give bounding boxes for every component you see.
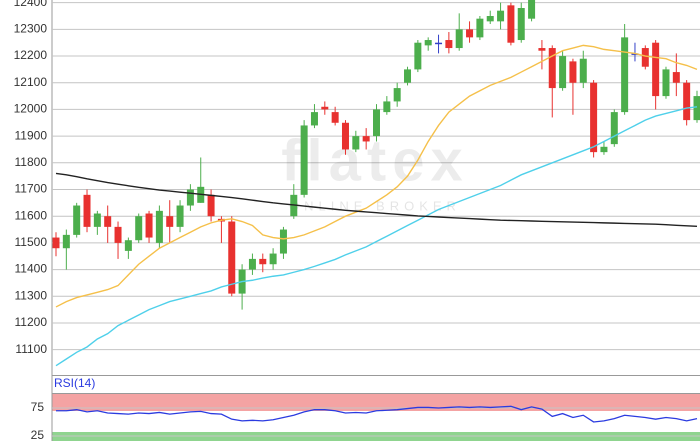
- candle-body: [207, 194, 215, 217]
- candle-body: [248, 258, 256, 270]
- moving-average: [55, 44, 698, 308]
- candle-body: [445, 40, 453, 49]
- candle-body: [352, 136, 360, 150]
- candle-body: [124, 240, 132, 251]
- y-tick-label: 11600: [15, 208, 48, 222]
- candle-body: [652, 42, 660, 97]
- y-tick-label: 11900: [15, 128, 48, 142]
- y-tick-label: 12300: [14, 22, 48, 36]
- candle-body: [145, 213, 153, 238]
- candle-body: [321, 106, 329, 110]
- y-tick-label: 11300: [15, 288, 48, 302]
- oversold-band: [52, 432, 700, 441]
- candle-body: [548, 48, 556, 89]
- candle-body: [517, 8, 525, 41]
- candle-body: [538, 48, 546, 51]
- candle-body: [486, 16, 494, 22]
- candle-body: [341, 122, 349, 150]
- candle-body: [269, 253, 277, 265]
- candle-body: [62, 234, 70, 249]
- rsi-title: RSI(14): [54, 376, 95, 390]
- candle-body: [373, 109, 380, 137]
- y-tick-label: 11400: [15, 262, 48, 276]
- y-tick-label: 11800: [15, 155, 48, 169]
- candle-body: [362, 136, 370, 142]
- candle-body: [104, 216, 112, 227]
- candle-body: [404, 69, 412, 83]
- candle-body: [310, 112, 318, 126]
- y-tick-label: 11200: [15, 315, 48, 329]
- candle-body: [641, 48, 649, 67]
- candle-body: [300, 125, 308, 195]
- y-tick-label: 12100: [14, 75, 48, 89]
- candle-body: [155, 210, 163, 243]
- candle-body: [279, 229, 287, 254]
- candle-body: [507, 5, 515, 43]
- moving-average: [55, 106, 698, 367]
- rsi-line: [56, 405, 698, 423]
- candle-body: [83, 194, 91, 227]
- candle-body: [600, 146, 608, 153]
- moving-average: [55, 172, 698, 228]
- candle-body: [435, 42, 443, 45]
- candle-body: [176, 205, 184, 227]
- candle-body: [455, 29, 463, 49]
- candle-body: [93, 213, 101, 227]
- candle-body: [186, 189, 194, 206]
- candle-body: [393, 88, 401, 102]
- y-tick-label: 25: [31, 428, 45, 441]
- y-tick-label: 12000: [14, 102, 48, 116]
- candle-body: [52, 237, 60, 249]
- overbought-band: [52, 394, 700, 411]
- y-tick-label: 12400: [14, 0, 48, 9]
- candle-body: [672, 72, 680, 83]
- watermark: flatex: [281, 128, 469, 193]
- candle-body: [476, 18, 484, 38]
- candle-body: [579, 58, 587, 83]
- y-tick-label: 11500: [15, 235, 48, 249]
- candle-body: [166, 216, 174, 227]
- y-tick-label: 12200: [14, 48, 48, 62]
- watermark-tagline: ONLINE BROKER: [289, 198, 461, 213]
- candle-body: [331, 112, 339, 123]
- y-tick-label: 11700: [15, 182, 48, 196]
- candle-body: [559, 56, 567, 89]
- candle-body: [590, 82, 598, 153]
- candle-body: [228, 221, 236, 294]
- candle-body: [569, 61, 577, 83]
- y-tick-label: 75: [31, 400, 45, 414]
- candle-body: [610, 112, 618, 145]
- candle-body: [631, 53, 639, 55]
- candle-body: [497, 10, 505, 22]
- candle-body: [259, 258, 267, 265]
- candle-body: [693, 96, 700, 121]
- candle-body: [73, 205, 81, 235]
- candle-body: [414, 42, 422, 70]
- candle-body: [683, 82, 691, 121]
- candle-body: [135, 216, 143, 241]
- candle-body: [528, 0, 536, 19]
- candle-body: [114, 226, 122, 243]
- candle-body: [383, 101, 391, 113]
- candle-body: [662, 69, 670, 97]
- candle-body: [424, 40, 432, 46]
- candle-body: [466, 29, 474, 38]
- candle-body: [621, 37, 629, 113]
- y-tick-label: 11100: [15, 342, 47, 356]
